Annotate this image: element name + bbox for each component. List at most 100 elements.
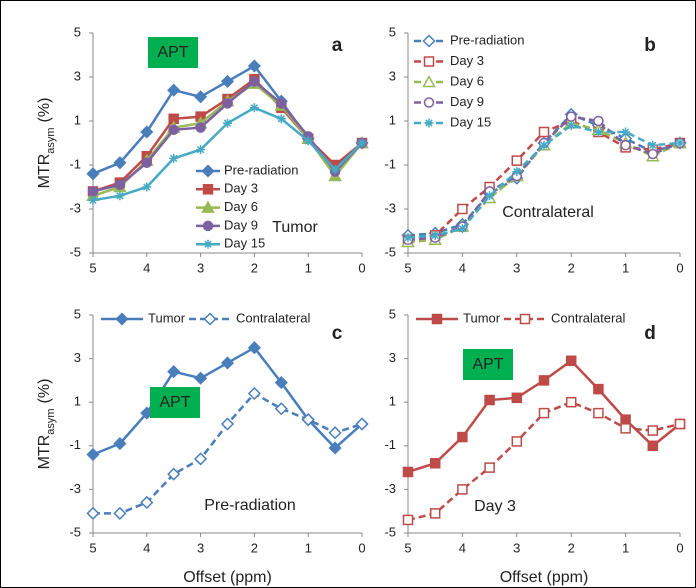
y-label-main: MTR [36,154,53,189]
x-tick-label: 0 [676,540,683,555]
legend-label: Day 15 [224,236,265,251]
x-tick-label: 4 [143,540,150,555]
marker [457,484,468,495]
marker [220,74,235,88]
marker [647,148,659,160]
legend-marker [203,239,213,249]
y-tick-label: -5 [69,244,81,259]
apt-label: APT [157,44,188,61]
y-label-sub: asym [45,408,57,434]
y-tick-label: -1 [69,156,81,171]
legend-marker [422,74,436,88]
y-tick-label: 3 [74,350,81,365]
x-axis-label: Offset (ppm) [183,569,272,586]
marker [168,124,179,136]
legend-marker [423,56,435,67]
x-tick-label: 2 [568,540,575,555]
marker [538,407,550,419]
marker [114,179,126,191]
marker [511,436,523,447]
legend-marker [202,220,214,232]
legend-label: Day 6 [224,199,258,214]
x-tick-label: 3 [197,260,204,275]
x-tick-label: 1 [622,260,629,275]
marker [620,423,631,434]
apt-label: APT [159,394,190,411]
legend-marker [203,312,217,326]
y-tick-label: 3 [74,68,81,83]
marker [675,138,685,148]
marker [303,136,313,146]
x-tick-label: 4 [459,540,466,555]
panel-letter: c [332,323,343,344]
panel-note: Pre-radiation [204,497,296,514]
marker [140,125,154,139]
x-tick-label: 2 [568,260,575,275]
marker [220,356,235,370]
x-tick-label: 0 [358,540,365,555]
legend-label: Tumor [463,310,501,325]
x-tick-label: 5 [89,260,96,275]
marker [223,118,232,128]
y-axis-label: MTRasym (%) [36,379,57,470]
legend-label: Contralateral [551,310,626,325]
marker [140,495,154,510]
y-label-unit: (%) [36,379,53,404]
marker [402,514,414,526]
legend-label: Contralateral [236,310,311,325]
marker [357,138,367,148]
legend-marker [115,312,129,326]
marker [620,139,631,151]
marker [247,386,261,401]
marker [247,341,261,355]
marker [485,191,495,201]
y-tick-label: -3 [69,200,81,215]
marker [430,230,440,240]
apt-box [463,349,513,380]
panel-letter: d [644,323,656,344]
marker [403,233,413,243]
marker [274,402,288,416]
y-tick-label: -5 [69,524,81,539]
y-tick-label: 5 [74,306,81,321]
y-tick-label: 1 [74,112,81,127]
legend-marker [431,313,443,325]
panel-letter: b [644,35,656,56]
x-tick-label: 3 [513,540,520,555]
marker [249,103,259,113]
marker [86,167,100,181]
legend-label: Pre-radiation [450,32,524,47]
marker [566,120,576,130]
legend-label: Day 3 [224,181,258,196]
marker [301,413,315,427]
legend-label: Day 15 [450,114,491,129]
marker [142,182,152,192]
marker [457,431,468,443]
legend-label: Day 9 [450,94,484,109]
marker [86,506,100,520]
marker [565,111,577,122]
y-tick-label: -1 [384,437,396,452]
marker [222,98,233,109]
legend-label: Day 6 [450,73,484,88]
marker [429,457,441,469]
y-tick-label: -3 [384,200,396,215]
x-tick-label: 1 [622,540,629,555]
marker [141,157,153,169]
marker [247,59,261,73]
x-tick-label: 0 [358,260,365,275]
x-tick-label: 3 [197,540,204,555]
marker [511,392,523,404]
marker [648,140,658,150]
apt-label: APT [472,356,503,373]
legend-marker [519,313,531,325]
marker [539,140,549,150]
marker [328,441,342,455]
legend-marker [202,184,214,195]
marker [593,383,604,395]
marker [86,447,100,462]
y-tick-label: -5 [384,244,396,259]
y-tick-label: 5 [74,24,81,39]
y-tick-label: -5 [384,524,396,539]
marker [512,167,522,177]
